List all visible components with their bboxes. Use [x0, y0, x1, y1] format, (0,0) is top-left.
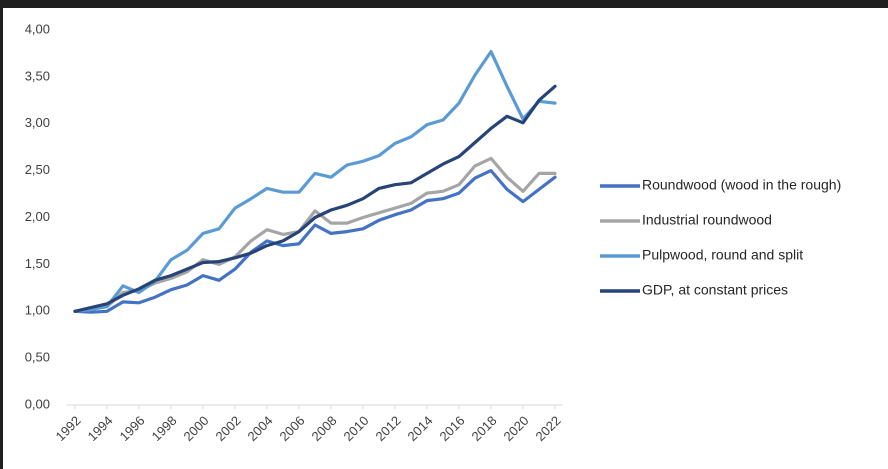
legend-label: Industrial roundwood: [642, 212, 772, 228]
x-tick-label: 1992: [52, 413, 83, 444]
y-tick-label: 2,50: [25, 162, 50, 177]
legend-label: Roundwood (wood in the rough): [642, 177, 841, 193]
x-tick-label: 2016: [436, 413, 467, 444]
x-tick-label: 2008: [308, 413, 339, 444]
y-tick-label: 4,00: [25, 21, 50, 36]
window-frame: [0, 0, 888, 8]
x-tick-label: 2010: [340, 413, 371, 444]
y-tick-label: 1,50: [25, 256, 50, 271]
x-tick-label: 2012: [372, 413, 403, 444]
x-tick-label: 2000: [180, 413, 211, 444]
x-tick-label: 2022: [532, 413, 563, 444]
y-tick-label: 0,50: [25, 350, 50, 365]
x-tick-label: 2020: [500, 413, 531, 444]
y-tick-label: 2,00: [25, 209, 50, 224]
series-line: [73, 84, 557, 313]
x-tick-label: 2006: [276, 413, 307, 444]
y-tick-label: 1,00: [25, 303, 50, 318]
legend-label: Pulpwood, round and split: [642, 247, 803, 263]
series-line: [73, 49, 557, 313]
legend-label: GDP, at constant prices: [642, 282, 788, 298]
x-tick-label: 1998: [148, 413, 179, 444]
x-tick-label: 2014: [404, 413, 435, 444]
window-frame-left: [0, 0, 3, 469]
y-tick-label: 3,50: [25, 68, 50, 83]
y-tick-label: 0,00: [25, 396, 50, 411]
y-tick-label: 3,00: [25, 115, 50, 130]
series-line: [73, 169, 557, 314]
x-tick-label: 1994: [84, 413, 115, 444]
x-tick-label: 2018: [468, 413, 499, 444]
x-tick-label: 2002: [212, 413, 243, 444]
x-tick-label: 2004: [244, 413, 275, 444]
x-tick-label: 1996: [116, 413, 147, 444]
